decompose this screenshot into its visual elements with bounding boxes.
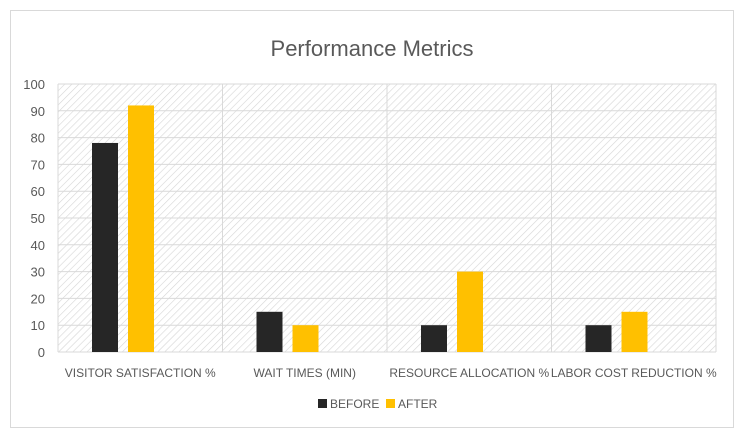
bar-after <box>457 271 483 352</box>
y-tick-label: 0 <box>38 345 45 360</box>
y-tick-label: 30 <box>31 265 45 280</box>
y-tick-label: 40 <box>31 238 45 253</box>
legend-swatch-after <box>386 399 395 408</box>
bar-after <box>292 325 319 352</box>
y-tick-label: 20 <box>31 291 45 306</box>
legend-label: BEFORE <box>330 397 379 411</box>
y-tick-label: 50 <box>31 211 45 226</box>
x-tick-label: VISITOR SATISFACTION % <box>65 366 216 380</box>
bar-after <box>128 105 154 352</box>
legend-label: AFTER <box>398 397 438 411</box>
y-tick-label: 90 <box>31 104 45 119</box>
chart-title: Performance Metrics <box>271 36 474 61</box>
y-tick-label: 80 <box>31 131 45 146</box>
y-tick-label: 100 <box>23 77 45 92</box>
y-tick-label: 70 <box>31 157 45 172</box>
y-tick-label: 60 <box>31 184 45 199</box>
bar-before <box>256 311 283 352</box>
bar-before <box>421 325 447 352</box>
y-tick-label: 10 <box>31 318 45 333</box>
legend-swatch-before <box>318 399 327 408</box>
bar-before <box>92 142 118 352</box>
x-tick-label: RESOURCE ALLOCATION % <box>389 366 549 380</box>
bar-after <box>621 311 648 352</box>
x-tick-label: WAIT TIMES (MIN) <box>254 366 356 380</box>
bar-before <box>585 325 612 352</box>
chart-frame <box>10 10 734 428</box>
x-tick-label: LABOR COST REDUCTION % <box>551 366 717 380</box>
